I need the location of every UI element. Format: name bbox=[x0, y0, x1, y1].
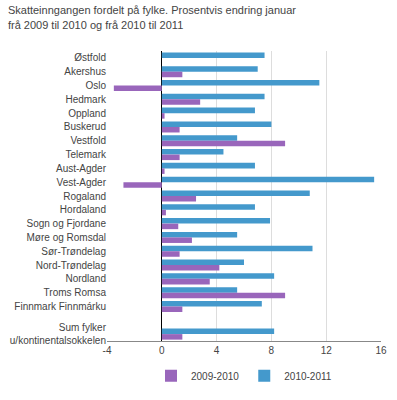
svg-text:Oppland: Oppland bbox=[68, 108, 106, 119]
svg-text:Vest-Agder: Vest-Agder bbox=[57, 177, 107, 188]
svg-text:Oslo: Oslo bbox=[85, 80, 106, 91]
svg-text:8: 8 bbox=[269, 345, 275, 356]
svg-text:Østfold: Østfold bbox=[74, 52, 106, 63]
svg-text:Nord-Trøndelag: Nord-Trøndelag bbox=[36, 260, 106, 271]
svg-text:Telemark: Telemark bbox=[65, 149, 107, 160]
svg-text:Skatteinngangen fordelt på fyl: Skatteinngangen fordelt på fylke. Prosen… bbox=[8, 4, 296, 30]
svg-text:Møre og Romsdal: Møre og Romsdal bbox=[27, 232, 106, 243]
svg-text:4: 4 bbox=[214, 345, 220, 356]
svg-text:Aust-Agder: Aust-Agder bbox=[56, 163, 107, 174]
svg-text:0: 0 bbox=[159, 345, 165, 356]
svg-text:Akershus: Akershus bbox=[64, 66, 106, 77]
svg-text:Hedmark: Hedmark bbox=[65, 94, 107, 105]
svg-text:Nordland: Nordland bbox=[65, 273, 106, 284]
svg-text:-4: -4 bbox=[103, 345, 112, 356]
svg-text:Hordaland: Hordaland bbox=[60, 204, 106, 215]
svg-text:12: 12 bbox=[321, 345, 333, 356]
svg-text:16: 16 bbox=[375, 345, 387, 356]
svg-text:Sum fylkeru/kontinentalsokkele: Sum fylkeru/kontinentalsokkelen bbox=[10, 322, 107, 346]
svg-text:2009-2010: 2009-2010 bbox=[191, 371, 239, 382]
svg-text:2010-2011: 2010-2011 bbox=[284, 371, 332, 382]
svg-text:Finnmark Finnmárku: Finnmark Finnmárku bbox=[14, 301, 106, 312]
svg-text:Buskerud: Buskerud bbox=[64, 121, 106, 132]
svg-text:Sør-Trøndelag: Sør-Trøndelag bbox=[41, 246, 106, 257]
svg-text:Troms Romsa: Troms Romsa bbox=[44, 287, 107, 298]
svg-text:Rogaland: Rogaland bbox=[63, 191, 106, 202]
svg-text:Vestfold: Vestfold bbox=[70, 135, 106, 146]
svg-text:Sogn og Fjordane: Sogn og Fjordane bbox=[26, 218, 106, 229]
